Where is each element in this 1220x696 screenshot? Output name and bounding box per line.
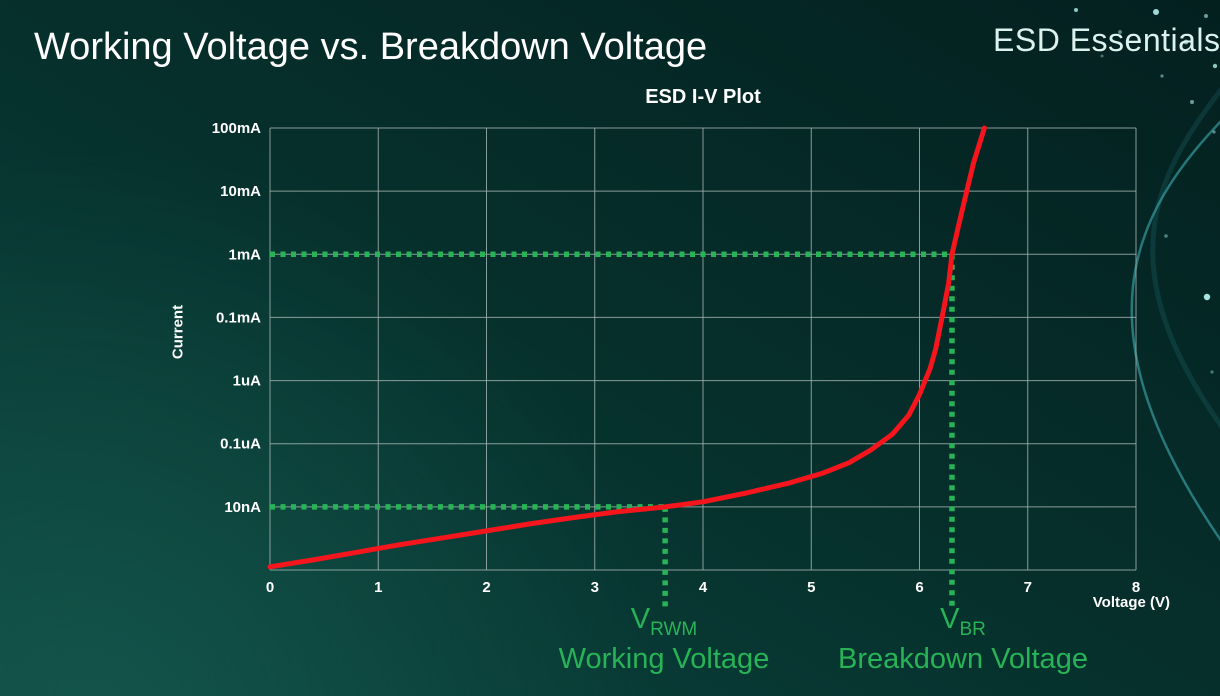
iv-curve: [267, 125, 987, 570]
y-tick-label: 0.1uA: [220, 436, 261, 453]
x-tick-label: 0: [266, 579, 274, 596]
chart-title: ESD I-V Plot: [645, 86, 761, 108]
y-tick-label: 0.1mA: [216, 309, 261, 326]
x-tick-label: 6: [915, 579, 923, 596]
x-tick-label: 7: [1024, 579, 1032, 596]
vbr-symbol: VBR: [940, 603, 986, 640]
breakdown-voltage-caption: Breakdown Voltage: [838, 642, 1088, 675]
x-tick-label: 3: [591, 579, 599, 596]
y-tick-label: 10mA: [220, 183, 261, 200]
brand-logo-text: ESD Essentials: [993, 22, 1220, 58]
x-axis-label: Voltage (V): [1092, 594, 1170, 611]
breakdown-voltage-annotation: VBR Breakdown Voltage: [838, 604, 1088, 676]
working-voltage-annotation: VRWM Working Voltage: [559, 604, 770, 676]
vrwm-symbol: VRWM: [630, 603, 698, 640]
x-tick-label: 8: [1132, 579, 1140, 596]
page-title: Working Voltage vs. Breakdown Voltage: [34, 26, 708, 68]
esd-iv-plot: 100mA 10mA 1mA 0.1mA 1uA 0.1uA 10nA 0 1 2 3 4 5 6 7 8: [212, 120, 1140, 610]
working-voltage-caption: Working Voltage: [558, 642, 770, 675]
y-tick-label: 100mA: [212, 120, 261, 137]
x-tick-label: 4: [699, 579, 708, 596]
y-tick-label: 1mA: [228, 246, 261, 263]
x-tick-label: 1: [374, 579, 382, 596]
y-axis-label: Current: [169, 304, 187, 360]
y-tick-label: 10nA: [224, 499, 261, 516]
swoosh-curve-faint: [1150, 87, 1220, 429]
x-tick-label: 2: [482, 579, 490, 596]
x-tick-label: 5: [807, 579, 815, 596]
y-tick-label: 1uA: [233, 373, 262, 390]
